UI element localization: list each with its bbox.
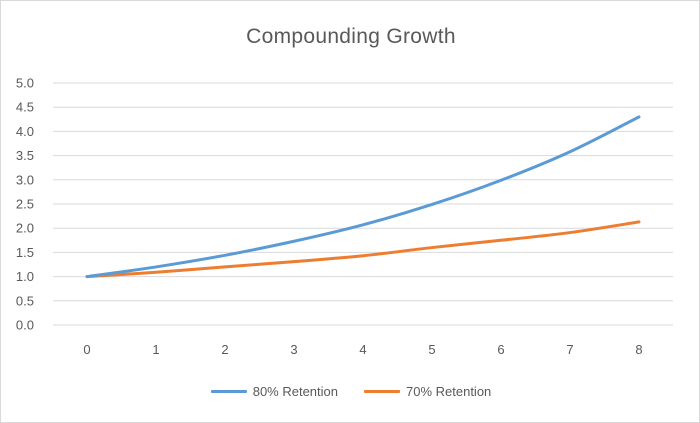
legend: 80% Retention 70% Retention bbox=[1, 381, 700, 401]
y-tick-label: 4.0 bbox=[16, 124, 34, 139]
y-tick-label: 0.0 bbox=[16, 318, 34, 333]
x-tick-label: 4 bbox=[359, 342, 366, 357]
legend-item-70-retention: 70% Retention bbox=[364, 384, 491, 399]
y-tick-label: 3.5 bbox=[16, 148, 34, 163]
x-tick-label: 6 bbox=[497, 342, 504, 357]
x-tick-label: 5 bbox=[428, 342, 435, 357]
y-tick-label: 0.5 bbox=[16, 293, 34, 308]
legend-swatch-70-retention bbox=[364, 389, 400, 393]
series-lines bbox=[85, 115, 641, 279]
x-axis-ticks: 0 1 2 3 4 5 6 7 8 bbox=[83, 342, 642, 357]
y-tick-label: 1.0 bbox=[16, 269, 34, 284]
chart-title: Compounding Growth bbox=[246, 25, 456, 48]
y-tick-label: 2.0 bbox=[16, 221, 34, 236]
y-axis-ticks: 0.0 0.5 1.0 1.5 2.0 2.5 3.0 3.5 4.0 4.5 5.0 bbox=[16, 76, 34, 333]
series-line-70-retention bbox=[85, 220, 641, 279]
y-tick-label: 1.5 bbox=[16, 245, 34, 260]
x-tick-label: 7 bbox=[566, 342, 573, 357]
x-tick-label: 3 bbox=[290, 342, 297, 357]
x-tick-label: 2 bbox=[221, 342, 228, 357]
legend-item-80-retention: 80% Retention bbox=[210, 383, 338, 399]
x-tick-label: 0 bbox=[83, 342, 90, 357]
series-line-80-retention bbox=[85, 115, 641, 279]
y-tick-label: 5.0 bbox=[16, 76, 34, 91]
legend-swatch-80-retention bbox=[210, 389, 247, 393]
x-tick-label: 1 bbox=[152, 342, 159, 357]
gridlines bbox=[53, 82, 673, 326]
y-tick-label: 3.0 bbox=[16, 172, 34, 187]
y-tick-label: 4.5 bbox=[16, 100, 34, 115]
y-tick-label: 2.5 bbox=[16, 197, 34, 212]
legend-label-80-retention: 80% Retention bbox=[252, 383, 338, 399]
legend-label-70-retention: 70% Retention bbox=[406, 383, 492, 399]
x-tick-label: 8 bbox=[635, 342, 642, 357]
